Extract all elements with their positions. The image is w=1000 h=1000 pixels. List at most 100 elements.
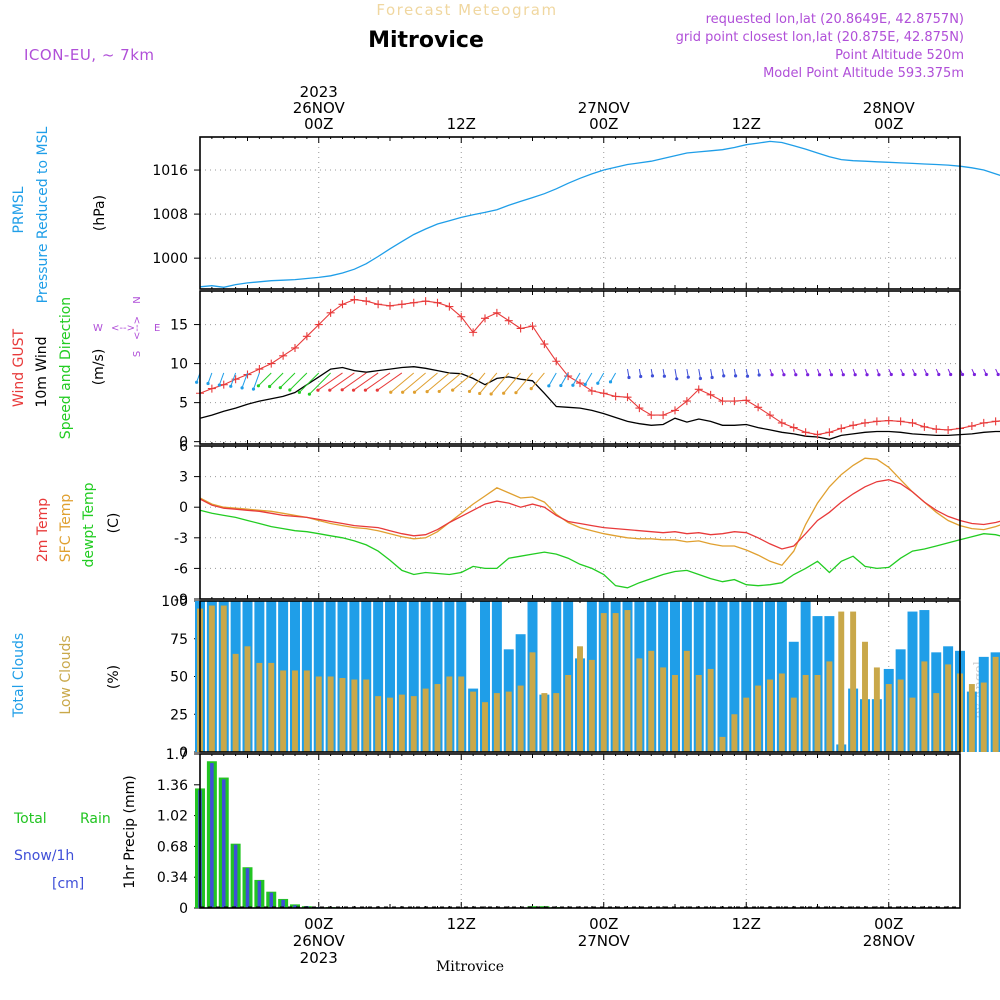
- gust-marker: [991, 417, 1000, 426]
- wind-direction-arrow: [674, 368, 678, 379]
- top-time-label: 12Z: [447, 115, 476, 133]
- wind-direction-arrow: [279, 372, 296, 389]
- wind-direction-arrow: [584, 372, 593, 385]
- wind-direction-arrow: [597, 372, 605, 384]
- gust-label: Wind GUST: [11, 328, 27, 407]
- low-cloud-bar: [517, 685, 524, 752]
- snow-bar: [269, 892, 274, 908]
- low-cloud-bar: [280, 670, 287, 752]
- gust-marker: [718, 397, 727, 406]
- gust-marker: [623, 393, 632, 402]
- pressure-label-2: Pressure Reduced to MSL: [35, 126, 51, 303]
- gust-marker: [979, 418, 988, 427]
- wind-arrow-head: [639, 374, 643, 379]
- low-cloud-bar: [802, 674, 809, 752]
- wind-arrow-head: [817, 373, 822, 377]
- gust-marker: [801, 428, 810, 437]
- wind-arrow-head: [478, 391, 482, 396]
- wind-arrow-head: [514, 391, 518, 395]
- gust-marker: [635, 404, 644, 413]
- gust-marker: [706, 390, 715, 399]
- compass-n: N: [132, 296, 143, 303]
- panel-4: 0 25 50 75 100: [161, 594, 1000, 761]
- gust-marker: [421, 297, 430, 306]
- wind-arrow-head: [240, 386, 244, 390]
- bottom-time-label: 12Z: [447, 915, 476, 933]
- y-tick-label: 1.36: [157, 778, 188, 794]
- low-cloud-bar: [731, 714, 738, 752]
- gust-marker: [528, 322, 537, 331]
- y-tick-label: 0: [179, 435, 188, 451]
- wind-arrow-head: [806, 373, 810, 377]
- wind-unit: (m/s): [91, 349, 107, 386]
- snow-bar: [210, 763, 214, 908]
- bottom-time-label: 00Z: [304, 915, 333, 933]
- low-cloud-bar: [660, 667, 667, 752]
- wind-arrow-head: [913, 372, 917, 377]
- wind-arrow-head: [853, 373, 857, 377]
- gust-marker: [362, 297, 371, 306]
- bottom-time-label: 00Z: [589, 915, 618, 933]
- gust-marker: [326, 308, 335, 317]
- y-tick-label: 0: [179, 901, 188, 917]
- wind-arrow-head: [251, 387, 256, 391]
- wind-direction-arrow: [438, 372, 462, 392]
- gust-marker: [481, 314, 489, 323]
- precip-axis-label: 1hr Precip (mm): [122, 775, 138, 888]
- wind-direction-arrow: [207, 372, 213, 384]
- wind-direction-arrow: [253, 372, 260, 390]
- wind-direction-arrow: [390, 372, 415, 393]
- panel-frame: [199, 445, 961, 600]
- gust-marker: [682, 397, 691, 406]
- wind-arrow-head: [559, 383, 563, 388]
- forecast-meteogram-label: Forecast Meteogram: [376, 1, 557, 19]
- low-cloud-bar: [588, 659, 595, 752]
- panel-5: 0 0.34 0.68 1.02 1.36 1.7: [157, 747, 961, 917]
- page-title: Mitrovice: [368, 28, 484, 53]
- low-cloud-bar: [707, 668, 714, 752]
- bottom-time-label: 28NOV: [863, 932, 916, 950]
- low-cloud-bar: [208, 605, 215, 752]
- low-cloud-bar: [577, 646, 583, 752]
- wind-arrow-head: [794, 373, 798, 377]
- y-tick-label: 1000: [152, 251, 188, 267]
- wind-arrow-head: [375, 388, 379, 392]
- plot-area: 100010081016051015-9-6-3036025507510000.…: [152, 83, 1000, 967]
- panel-frame: [199, 600, 961, 753]
- sfc-label: SFC Temp: [58, 494, 74, 563]
- gust-marker: [397, 300, 406, 309]
- t2m-label: 2m Temp: [35, 498, 51, 562]
- wind-direction-arrow: [490, 372, 510, 395]
- wind-arrow-head: [425, 390, 429, 394]
- gust-marker: [291, 343, 299, 352]
- model-label: ICON-EU, ~ 7km: [24, 46, 155, 64]
- wind-arrow-head: [412, 390, 417, 394]
- wind-direction-arrow: [309, 372, 331, 395]
- wind-arrow-head: [217, 383, 221, 387]
- compass-s: S: [132, 351, 143, 357]
- wind-arrow-head: [278, 386, 282, 390]
- low-cloud-bar: [790, 697, 797, 752]
- wind-arrow-head: [351, 388, 356, 392]
- low-cloud-bar: [873, 667, 880, 752]
- gust-marker: [872, 417, 881, 426]
- bottom-time-label: 26NOV: [293, 932, 346, 950]
- wind-direction-arrow: [469, 372, 486, 392]
- low-cloud-bar: [992, 656, 999, 752]
- low-cloud-bar: [565, 674, 572, 752]
- wind-direction-arrow: [230, 372, 237, 387]
- wind-direction-arrow: [241, 372, 248, 389]
- pressure-line: [199, 140, 1000, 288]
- gust-marker: [492, 308, 501, 317]
- low-cloud-bar: [945, 664, 952, 752]
- total-cloud-bar: [765, 601, 775, 752]
- low-cloud-bar: [493, 693, 500, 752]
- wind-arrow-head: [675, 377, 679, 381]
- pressure-unit: (hPa): [92, 195, 108, 231]
- gust-marker: [504, 316, 513, 325]
- total-cloud-bar: [480, 601, 490, 752]
- total-cloud-bar: [361, 601, 372, 752]
- gust-marker: [469, 328, 478, 337]
- gust-marker: [849, 421, 858, 430]
- low-cloud-bar: [470, 691, 477, 752]
